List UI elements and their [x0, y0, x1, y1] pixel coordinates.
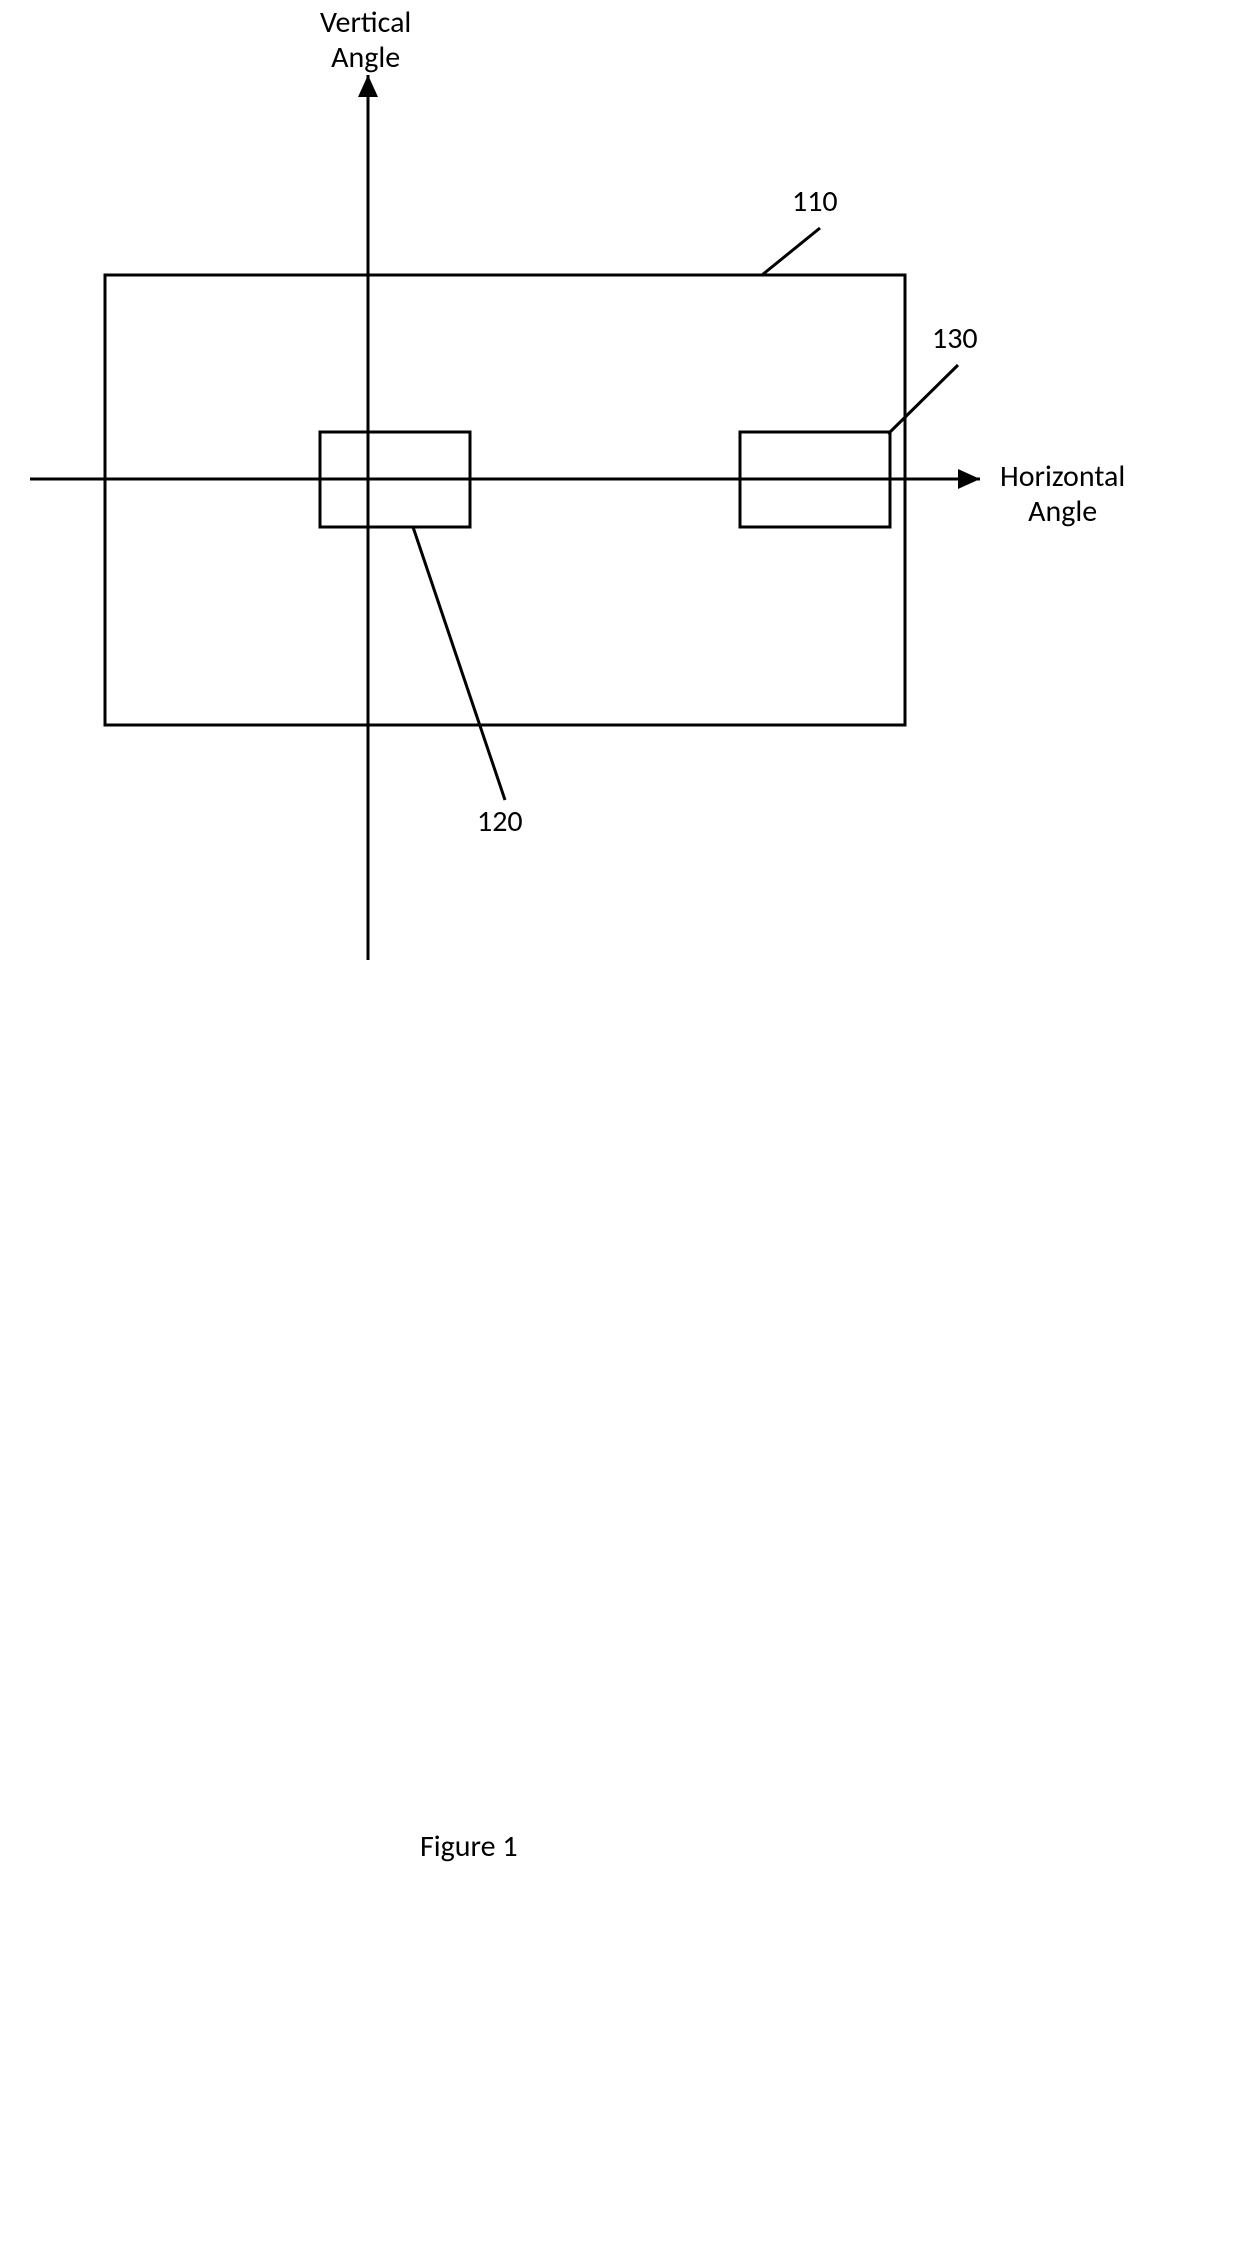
figure-caption: Figure 1 — [420, 1830, 518, 1865]
callout-line-120 — [413, 527, 505, 800]
callout-line-130 — [888, 365, 958, 434]
y-axis-label: Vertical Angle — [320, 6, 411, 75]
callout-label-130: 130 — [932, 322, 978, 357]
x-axis-arrow — [958, 469, 980, 489]
callout-label-120: 120 — [477, 805, 523, 840]
callout-line-110 — [762, 228, 820, 275]
y-axis-arrow — [358, 75, 378, 97]
callout-label-110: 110 — [792, 185, 838, 220]
outer-box — [105, 275, 905, 725]
figure-stage: Vertical Angle Horizontal Angle 110 130 120 F… — [0, 0, 1240, 2242]
x-axis-label: Horizontal Angle — [1000, 460, 1125, 529]
diagram-svg — [0, 0, 1240, 2242]
